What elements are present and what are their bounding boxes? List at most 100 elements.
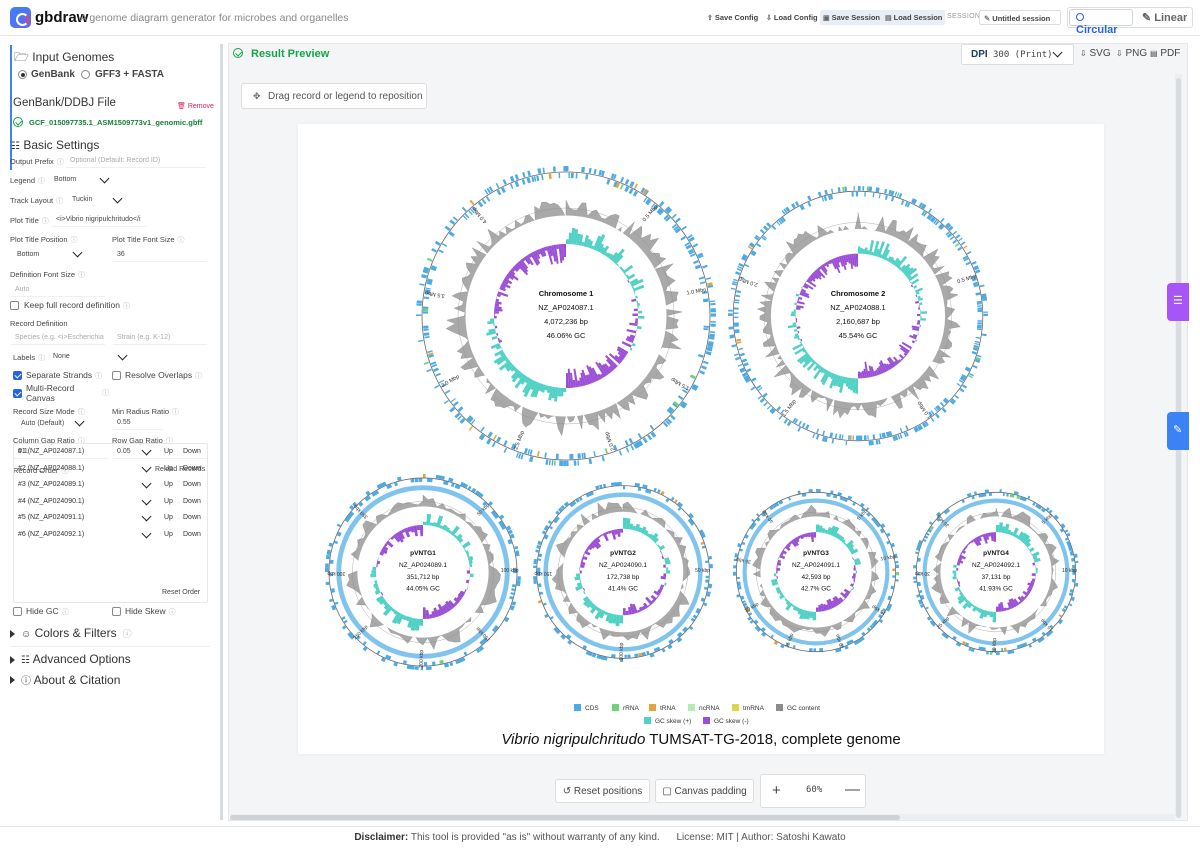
move-up-button[interactable]: Up bbox=[164, 481, 173, 488]
feature-arc bbox=[938, 223, 943, 229]
chevron-down-icon[interactable] bbox=[141, 511, 152, 522]
export-svg-button[interactable]: ⇩ SVG bbox=[1080, 48, 1111, 59]
record-size-mode-select[interactable]: Auto (Default) bbox=[21, 420, 65, 427]
gc-skew-bar bbox=[909, 334, 917, 340]
move-up-button[interactable]: Up bbox=[164, 530, 173, 538]
side-panel-tools-tab[interactable]: ✎ bbox=[1167, 412, 1189, 450]
move-down-button[interactable]: Down bbox=[183, 514, 201, 521]
sidebar-resize-handle[interactable] bbox=[220, 44, 223, 820]
feature-arc bbox=[847, 495, 853, 500]
gc-skew-bar bbox=[784, 598, 789, 603]
move-up-button[interactable]: Up bbox=[164, 448, 173, 455]
hide-skew-checkbox[interactable] bbox=[112, 607, 121, 616]
scroll-thumb[interactable] bbox=[230, 815, 900, 820]
feature-arc bbox=[837, 187, 841, 193]
chevron-down-icon[interactable] bbox=[141, 478, 152, 489]
keep-full-definition-checkbox[interactable] bbox=[10, 301, 19, 310]
move-down-button[interactable]: Down bbox=[183, 464, 201, 472]
gc-skew-bar bbox=[486, 330, 497, 336]
resolve-overlaps-checkbox[interactable] bbox=[112, 371, 121, 380]
gc-skew-bar bbox=[797, 352, 809, 363]
gc-skew-bar bbox=[590, 540, 600, 550]
about-citation-section[interactable]: ⓘ About & Citation bbox=[21, 673, 121, 687]
feature-arc bbox=[974, 340, 980, 344]
feature-arc bbox=[511, 584, 516, 588]
multi-record-canvas-checkbox[interactable] bbox=[13, 389, 22, 398]
dpi-select[interactable]: DPI 300 (Print) bbox=[961, 44, 1074, 65]
gc-skew-bar bbox=[909, 281, 911, 284]
hide-gc-checkbox[interactable] bbox=[13, 607, 22, 616]
gc-skew-bar bbox=[592, 538, 602, 548]
feature-arc bbox=[555, 510, 560, 515]
session-name-input[interactable]: ✎ Untitled session bbox=[979, 10, 1061, 25]
side-panel-list-tab[interactable]: ☰ bbox=[1167, 283, 1189, 321]
chevron-down-icon[interactable] bbox=[141, 445, 152, 456]
feature-arc bbox=[486, 187, 491, 194]
feature-arc bbox=[1068, 547, 1073, 552]
row-gap-ratio-input[interactable]: 0.05 bbox=[113, 445, 207, 459]
linear-mode-button[interactable]: ✎ Linear bbox=[1142, 12, 1188, 24]
feature-arc bbox=[865, 507, 870, 511]
diagram-paper[interactable]: 0.5 Mbp 1.0 Mbp 1.5 Mbp 2.0 Mbp 2.5 Mbp 3.0 M… bbox=[298, 124, 1104, 754]
species-input[interactable]: Species (e.g. <i>Escherichia bbox=[11, 331, 105, 345]
colors-filters-section[interactable]: ☺ Colors & Filters ⓘ bbox=[21, 626, 132, 640]
genbank-radio[interactable] bbox=[18, 70, 27, 79]
gc-skew-bar bbox=[490, 318, 495, 322]
move-up-button[interactable]: Up bbox=[164, 497, 173, 505]
zoom-out-button[interactable]: — bbox=[845, 781, 860, 798]
export-pdf-button[interactable]: ▤ PDF bbox=[1150, 48, 1181, 59]
gc-skew-bar bbox=[843, 588, 851, 595]
feature-arc bbox=[598, 655, 604, 660]
gc-skew-bar bbox=[883, 249, 891, 260]
labels-select[interactable]: None bbox=[53, 353, 70, 360]
plot-title-font-size-input[interactable]: 36 bbox=[113, 248, 207, 262]
load-session-button[interactable]: ▤ Load Session bbox=[882, 10, 946, 25]
gff-fasta-radio[interactable] bbox=[81, 70, 90, 79]
remove-file-button[interactable]: 🗑 Remove bbox=[177, 103, 214, 110]
min-radius-ratio-input[interactable]: 0.55 bbox=[113, 416, 163, 430]
zoom-in-button[interactable]: + bbox=[772, 782, 781, 799]
circular-mode-button[interactable]: Circular bbox=[1069, 9, 1133, 36]
chevron-down-icon[interactable] bbox=[141, 462, 152, 472]
feature-arc bbox=[894, 435, 899, 441]
definition-font-size-input[interactable]: Auto bbox=[11, 283, 105, 297]
chevron-down-icon[interactable] bbox=[141, 495, 152, 505]
reset-order-button[interactable]: Reset Order bbox=[162, 589, 201, 596]
gc-skew-bar bbox=[572, 379, 577, 388]
load-config-button[interactable]: ⇩ Load Config bbox=[766, 13, 818, 22]
horizontal-scrollbar[interactable] bbox=[230, 814, 1175, 820]
save-session-button[interactable]: ▣ Save Session bbox=[820, 10, 883, 25]
move-down-button[interactable]: Down bbox=[183, 481, 201, 488]
plot-title-position-select[interactable]: Bottom bbox=[17, 251, 40, 258]
plot-title-input[interactable]: <i>Vibrio nigripulchritudo</i bbox=[52, 213, 146, 227]
output-prefix-input[interactable]: Optional (Default: Record ID) bbox=[66, 154, 206, 168]
reload-records-button[interactable]: Reload Records bbox=[155, 466, 206, 473]
export-png-button[interactable]: ⇩ PNG bbox=[1116, 48, 1148, 59]
move-down-button[interactable]: Down bbox=[183, 448, 201, 455]
move-up-button[interactable]: Up bbox=[164, 514, 173, 521]
move-up-button[interactable]: Up bbox=[164, 464, 173, 472]
canvas-padding-button[interactable]: ▢ Canvas padding bbox=[655, 779, 754, 803]
min-radius-ratio-label: Min Radius Ratio ⓘ bbox=[112, 407, 180, 416]
feature-arc bbox=[553, 518, 559, 524]
gc-skew-bar bbox=[376, 560, 381, 565]
legend-select[interactable]: Bottom bbox=[54, 176, 77, 183]
separate-strands-checkbox[interactable] bbox=[13, 371, 22, 380]
chevron-down-icon[interactable] bbox=[141, 528, 152, 538]
strain-input[interactable]: Strain (e.g. K-12) bbox=[113, 331, 207, 345]
move-down-button[interactable]: Down bbox=[183, 497, 201, 505]
track-layout-select[interactable]: Tuckin bbox=[72, 196, 93, 203]
reset-positions-button[interactable]: ↺ Reset positions bbox=[555, 779, 650, 803]
column-gap-ratio-input[interactable]: 0.1 bbox=[14, 445, 108, 459]
gc-skew-bar bbox=[560, 387, 564, 397]
feature-arc bbox=[599, 484, 603, 489]
gc-skew-bar bbox=[990, 532, 994, 542]
feature-arc bbox=[672, 400, 679, 407]
canvas-area[interactable]: ✥ Drag record or legend to reposition 0.5… bbox=[230, 74, 1175, 811]
feature-arc bbox=[857, 435, 861, 441]
advanced-options-section[interactable]: ☷ Advanced Options bbox=[21, 652, 131, 666]
feature-arc bbox=[797, 490, 801, 494]
save-config-button[interactable]: ⇪ Save Config bbox=[707, 13, 759, 22]
move-down-button[interactable]: Down bbox=[183, 530, 201, 538]
